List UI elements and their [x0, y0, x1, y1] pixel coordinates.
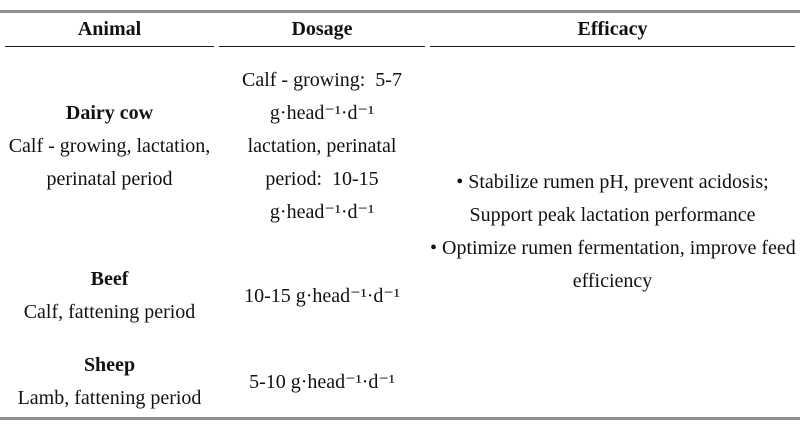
- animal-name: Sheep: [83, 354, 136, 376]
- dosage-line: 10-15 g·head⁻¹·d⁻¹: [244, 284, 400, 307]
- efficacy-bullet-line: • Stabilize rumen pH, prevent acidosis;: [456, 171, 769, 193]
- animal-detail-line: Lamb, fattening period: [17, 387, 202, 409]
- efficacy-bullet-line: • Optimize rumen fermentation, improve f…: [430, 237, 796, 259]
- animal-cell-beef: Beef Calf, fattening period: [5, 245, 214, 347]
- table-row-dairy-cow: Dairy cow Calf - growing, lactation, per…: [5, 47, 796, 293]
- dosage-cell-dairy-cow: Calf - growing: 5-7 g·head⁻¹·d⁻¹ lactati…: [219, 47, 425, 245]
- dosage-line: g·head⁻¹·d⁻¹: [269, 200, 375, 223]
- dosage-line: 5-10 g·head⁻¹·d⁻¹: [249, 370, 395, 393]
- dosage-table: Animal Dosage Efficacy Dairy cow Calf - …: [0, 10, 800, 420]
- dosage-line: period: 10-15: [265, 167, 379, 190]
- column-header-dosage: Dosage: [219, 13, 425, 47]
- animal-detail-line: Calf - growing, lactation,: [8, 134, 211, 157]
- column-header-animal: Animal: [5, 13, 214, 47]
- animal-detail-line: Calf, fattening period: [23, 301, 196, 323]
- dosage-line: Calf - growing: 5-7: [242, 68, 402, 91]
- efficacy-line: Support peak lactation performance: [469, 204, 756, 226]
- dosage-cell-beef: 10-15 g·head⁻¹·d⁻¹: [219, 245, 425, 347]
- column-header-efficacy: Efficacy: [430, 13, 795, 47]
- dosage-cell-sheep: 5-10 g·head⁻¹·d⁻¹: [219, 347, 425, 417]
- animal-cell-dairy-cow: Dairy cow Calf - growing, lactation, per…: [5, 47, 214, 245]
- document-page: Animal Dosage Efficacy Dairy cow Calf - …: [0, 10, 800, 429]
- table-row-beef: Beef Calf, fattening period 10-15 g·head…: [5, 245, 795, 347]
- dosage-line: lactation, perinatal: [247, 134, 397, 157]
- efficacy-cell: • Stabilize rumen pH, prevent acidosis; …: [430, 47, 796, 417]
- table-row-sheep: Sheep Lamb, fattening period 5-10 g·head…: [5, 347, 795, 417]
- dosage-line: g·head⁻¹·d⁻¹: [269, 101, 375, 124]
- efficacy-line: efficiency: [572, 270, 653, 292]
- animal-name: Beef: [90, 268, 129, 290]
- header-row: Animal Dosage Efficacy: [5, 13, 795, 47]
- animal-detail-line: perinatal period: [46, 167, 173, 190]
- animal-cell-sheep: Sheep Lamb, fattening period: [5, 347, 214, 417]
- animal-name: Dairy cow: [65, 101, 154, 124]
